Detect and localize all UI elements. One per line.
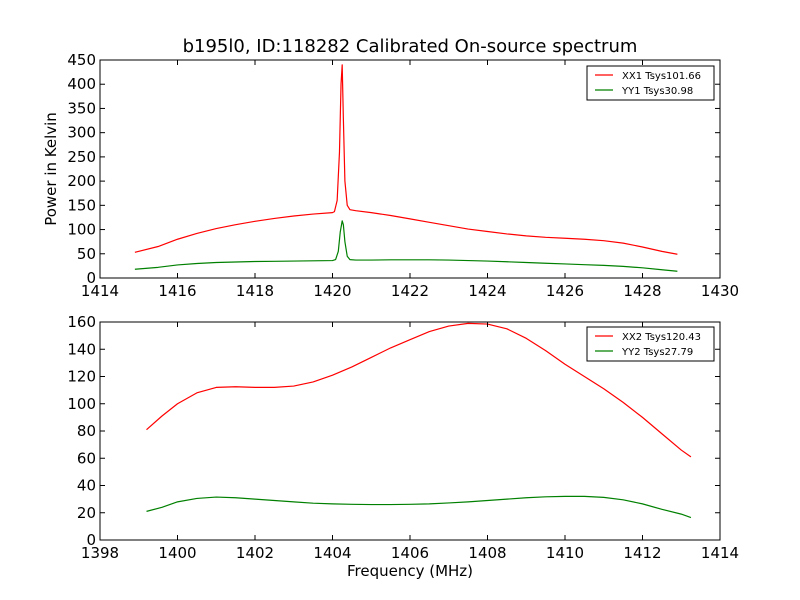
y-tick-label: 0 (86, 531, 96, 549)
x-tick-label: 1430 (701, 282, 739, 300)
y-tick-label: 40 (77, 477, 96, 495)
series-line-red (134, 64, 678, 255)
x-tick-label: 1404 (313, 544, 351, 562)
y-tick-label: 60 (77, 449, 96, 467)
x-tick-label: 1422 (391, 282, 429, 300)
y-tick-label: 200 (67, 172, 96, 190)
x-tick-label: 1414 (81, 282, 119, 300)
x-tick-label: 1420 (313, 282, 351, 300)
x-tick-label: 1410 (546, 544, 584, 562)
x-tick-label: 1398 (81, 544, 119, 562)
x-tick-label: 1424 (468, 282, 506, 300)
y-tick-label: 120 (67, 368, 96, 386)
x-tick-label: 1400 (158, 544, 196, 562)
chart-title: b195l0, ID:118282 Calibrated On-source s… (183, 36, 638, 57)
y-tick-label: 400 (67, 75, 96, 93)
bottom-panel: 1398 1400 1402 1404 1406 1408 1410 1412 1414 0 20 4… (67, 313, 739, 580)
y-tick-label: 20 (77, 504, 96, 522)
y-axis-label: Power in Kelvin (42, 112, 60, 226)
x-tick-label: 1406 (391, 544, 429, 562)
legend: XX2 Tsys120.43 YY2 Tsys27.79 (586, 326, 715, 362)
legend-entry: YY2 Tsys27.79 (621, 347, 693, 358)
legend-entry: XX2 Tsys120.43 (622, 332, 701, 343)
series-line-red (146, 322, 692, 458)
x-tick-label: 1402 (236, 544, 274, 562)
y-tick-label: 350 (67, 99, 96, 117)
legend-entry: XX1 Tsys101.66 (622, 71, 701, 82)
legend-box (586, 65, 715, 101)
y-tick-label: 160 (67, 313, 96, 331)
x-tick-label: 1414 (701, 544, 739, 562)
legend-box (586, 326, 715, 362)
x-axis-label: Frequency (MHz) (347, 562, 473, 580)
top-panel: 1414 1416 1418 1420 1422 1424 1426 1428 1430 0 50 1… (42, 51, 739, 300)
y-tick-label: 450 (67, 51, 96, 69)
x-tick-label: 1426 (546, 282, 584, 300)
y-tick-label: 50 (77, 245, 96, 263)
y-tick-label: 250 (67, 148, 96, 166)
series-line-green (134, 220, 678, 272)
x-tick-label: 1418 (236, 282, 274, 300)
x-tick-label: 1412 (623, 544, 661, 562)
x-tick-label: 1408 (468, 544, 506, 562)
y-tick-label: 100 (67, 395, 96, 413)
y-tick-label: 140 (67, 340, 96, 358)
y-tick-label: 300 (67, 124, 96, 142)
series-line-green (146, 495, 692, 519)
y-tick-label: 0 (86, 269, 96, 287)
legend-entry: YY1 Tsys30.98 (621, 86, 693, 97)
x-tick-label: 1428 (623, 282, 661, 300)
y-tick-label: 150 (67, 196, 96, 214)
legend: XX1 Tsys101.66 YY1 Tsys30.98 (586, 65, 715, 101)
x-tick-label: 1416 (158, 282, 196, 300)
y-tick-label: 100 (67, 221, 96, 239)
y-tick-label: 80 (77, 422, 96, 440)
